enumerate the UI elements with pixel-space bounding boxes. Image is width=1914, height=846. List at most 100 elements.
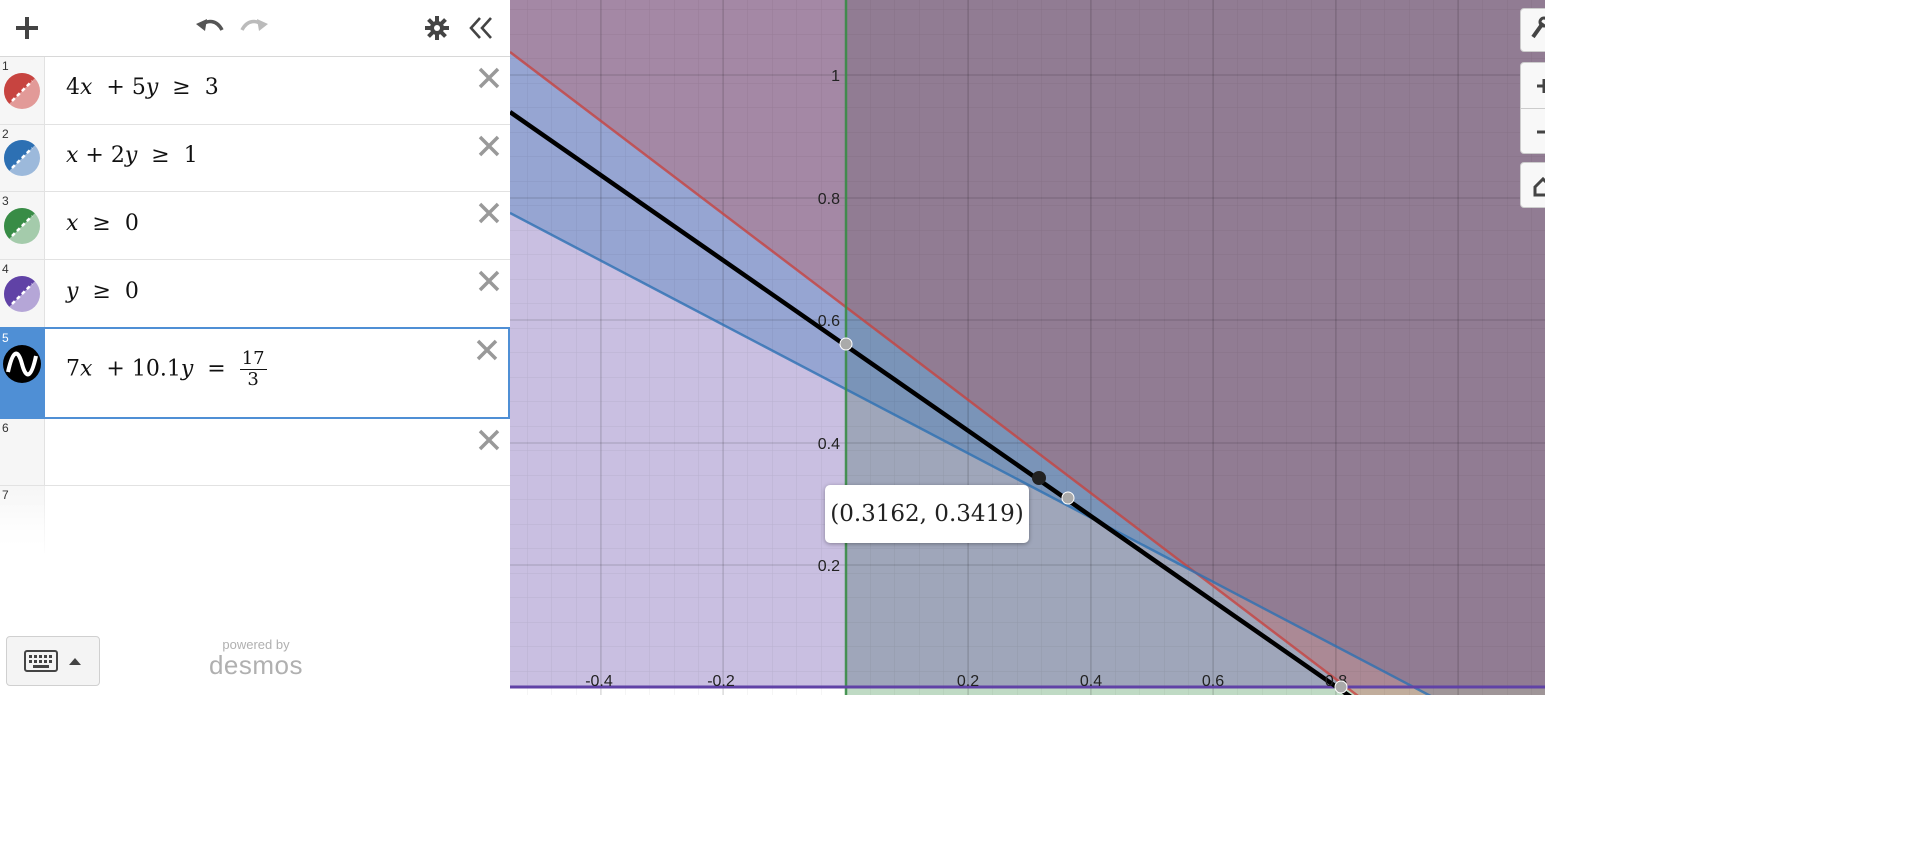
- numerator: 17: [239, 348, 267, 370]
- color-swatch-icon[interactable]: [4, 276, 40, 312]
- expression-gutter: 4: [0, 260, 45, 327]
- coefficient-b: 10.1: [131, 356, 181, 382]
- delete-expression-icon[interactable]: [476, 133, 502, 159]
- expression-index: 2: [2, 127, 9, 141]
- selected-point[interactable]: [1032, 471, 1046, 485]
- delete-expression-icon[interactable]: [476, 268, 502, 294]
- x-tick-label: 0.6: [1202, 673, 1224, 690]
- right-hand-side: 0: [124, 211, 139, 236]
- delete-expression-icon[interactable]: [476, 65, 502, 91]
- redo-button[interactable]: [238, 8, 270, 48]
- undo-button[interactable]: [194, 8, 226, 48]
- expression-math[interactable]: x + 2y ≥ 1: [66, 143, 198, 168]
- expression-math[interactable]: 4x + 5y ≥ 3: [66, 75, 219, 100]
- expression-gutter: 2: [0, 125, 45, 191]
- undo-icon: [196, 19, 224, 31]
- caret-up-icon: [69, 658, 81, 665]
- right-hand-side: 0: [124, 279, 139, 304]
- expression-row-active[interactable]: 5 7x + 10.1y = 17 3: [0, 327, 510, 419]
- expression-row-empty[interactable]: 6: [0, 419, 510, 486]
- coefficient-a: 7: [66, 356, 80, 382]
- expression-math[interactable]: x ≥ 0: [66, 211, 139, 236]
- operator: ≥: [92, 279, 111, 304]
- delete-expression-icon[interactable]: [476, 427, 502, 453]
- delete-expression-icon[interactable]: [476, 200, 502, 226]
- keyboard-icon: [24, 650, 58, 672]
- color-swatch-icon[interactable]: [4, 73, 40, 109]
- expression-row[interactable]: 2 x + 2y ≥ 1: [0, 125, 510, 192]
- graph-settings-button[interactable]: [1520, 8, 1545, 52]
- y-tick-label: 0.2: [818, 558, 840, 575]
- settings-button[interactable]: [422, 8, 452, 48]
- x-tick-label: -0.4: [585, 673, 613, 690]
- x-tick-label: 0.2: [957, 673, 979, 690]
- y-tick-label: 1: [831, 68, 840, 85]
- powered-by-text: powered by: [222, 637, 290, 652]
- expression-row[interactable]: 3 x ≥ 0: [0, 192, 510, 260]
- expression-gutter: 3: [0, 192, 45, 259]
- expression-gutter: 6: [0, 419, 45, 485]
- line-x-2y-1[interactable]: [510, 211, 1545, 695]
- expression-index: 6: [2, 421, 9, 435]
- expression-toolbar: [0, 0, 510, 57]
- expression-index: 1: [2, 59, 9, 73]
- collapse-panel-button[interactable]: [466, 8, 496, 48]
- right-hand-side: 3: [204, 75, 219, 100]
- y-tick-label: 0.8: [818, 191, 840, 208]
- line-7x-10-1y[interactable]: [510, 110, 1545, 695]
- expression-panel: 1 4x + 5y ≥ 3 2: [0, 0, 510, 695]
- expression-index: 4: [2, 262, 9, 276]
- desmos-branding: powered by desmos: [206, 637, 306, 681]
- graph-paper[interactable]: -0.4 -0.2 0.2 0.4 0.6 0.8 1 0.8 0.6 0.4 …: [510, 0, 1545, 695]
- operator: ≥: [172, 75, 191, 100]
- right-hand-side: 1: [183, 143, 198, 168]
- zoom-out-icon[interactable]: [1525, 109, 1545, 155]
- y-tick-label: 0.4: [818, 436, 840, 453]
- x-tick-label: -0.2: [707, 673, 735, 690]
- color-swatch-icon[interactable]: [4, 208, 40, 244]
- intersection-point[interactable]: [1061, 491, 1075, 505]
- keyboard-toggle-button[interactable]: [6, 636, 100, 686]
- zoom-in-icon[interactable]: [1525, 63, 1545, 109]
- operator: ≥: [151, 143, 170, 168]
- default-viewport-button[interactable]: [1520, 162, 1545, 208]
- expression-row[interactable]: 1 4x + 5y ≥ 3: [0, 57, 510, 125]
- home-icon: [1533, 176, 1545, 197]
- variable: y: [66, 279, 79, 304]
- fraction: 17 3: [239, 348, 267, 390]
- expression-gutter: 1: [0, 57, 45, 124]
- expression-list: 1 4x + 5y ≥ 3 2: [0, 57, 510, 553]
- coefficient-a: 4: [66, 75, 80, 100]
- gear-icon: [425, 16, 449, 40]
- redo-icon: [240, 19, 268, 31]
- list-fade: [0, 500, 510, 560]
- operator: =: [207, 356, 226, 382]
- expression-index: 7: [2, 488, 9, 502]
- color-swatch-icon[interactable]: [4, 140, 40, 176]
- point-coordinate-label: (0.3162, 0.3419): [825, 485, 1029, 543]
- plus-icon: [16, 17, 38, 39]
- variable: x: [66, 211, 79, 236]
- intercept-point[interactable]: [1334, 680, 1348, 694]
- desmos-calculator: 1 4x + 5y ≥ 3 2: [0, 0, 1545, 695]
- zoom-controls: [1520, 62, 1545, 154]
- major-grid: [510, 0, 1545, 695]
- wave-icon[interactable]: [3, 345, 41, 383]
- intercept-point[interactable]: [839, 337, 853, 351]
- operator: ≥: [92, 211, 111, 236]
- expression-math[interactable]: y ≥ 0: [66, 279, 139, 304]
- wrench-icon: [1531, 16, 1545, 39]
- add-item-button[interactable]: [12, 8, 42, 48]
- delete-expression-icon[interactable]: [474, 337, 500, 363]
- double-chevron-left-icon: [469, 17, 492, 39]
- expression-math[interactable]: 7x + 10.1y = 17 3: [66, 348, 267, 390]
- expression-index: 5: [2, 331, 9, 345]
- graph-canvas[interactable]: -0.4 -0.2 0.2 0.4 0.6 0.8 1 0.8 0.6 0.4 …: [510, 0, 1545, 695]
- y-tick-label: 0.6: [818, 313, 840, 330]
- expression-gutter: 5: [0, 329, 45, 417]
- line-4x-5y-3[interactable]: [510, 51, 1545, 695]
- expression-row[interactable]: 4 y ≥ 0: [0, 260, 510, 327]
- x-tick-label: 0.4: [1080, 673, 1102, 690]
- expression-index: 3: [2, 194, 9, 208]
- coefficient-b: 2: [110, 143, 125, 168]
